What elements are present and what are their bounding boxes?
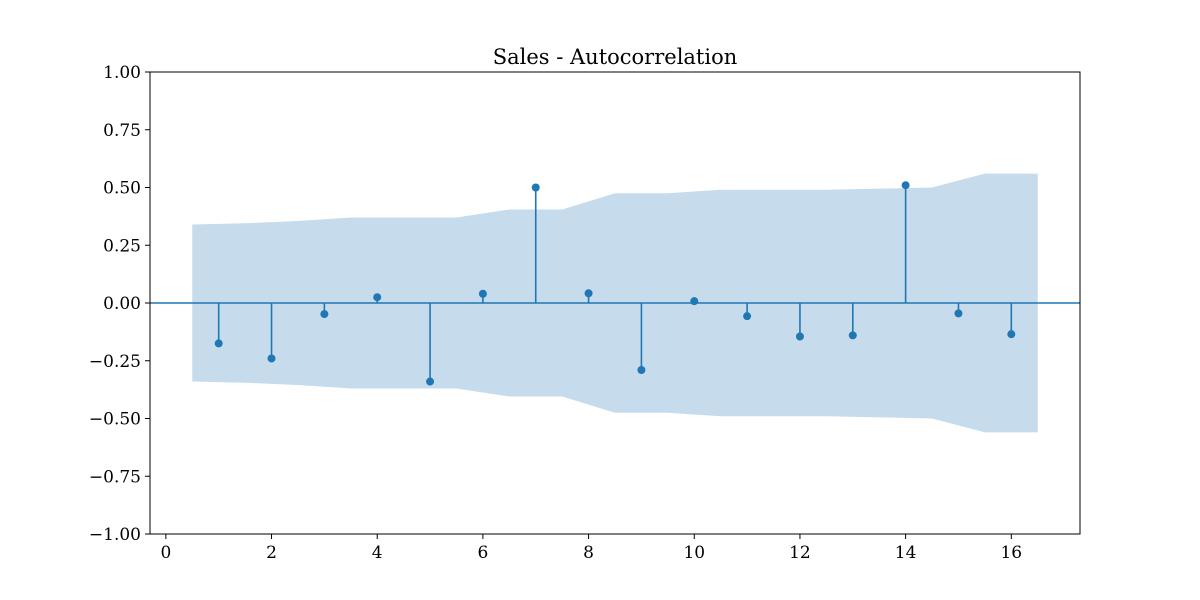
acf-point	[690, 297, 699, 306]
acf-point	[584, 289, 593, 298]
y-tick-label: 1.00	[103, 63, 141, 83]
acf-point	[1007, 330, 1016, 339]
y-tick-label: 0.50	[103, 179, 141, 199]
y-tick-label: 0.75	[103, 121, 141, 141]
y-tick-label: 0.25	[103, 236, 141, 256]
y-axis-ticks: 1.00 0.75 0.50 0.25 0.00 −0.25 −0.50 −0.75 −1.00	[89, 63, 150, 545]
y-tick-label: −0.50	[89, 410, 141, 430]
x-tick-label: 8	[583, 543, 594, 563]
acf-point	[478, 289, 487, 298]
y-tick-label: −0.25	[89, 352, 141, 372]
acf-point	[373, 293, 382, 302]
acf-point	[214, 339, 223, 348]
x-tick-label: 14	[895, 543, 917, 563]
acf-point	[743, 312, 752, 321]
stem-layer	[214, 181, 1016, 386]
acf-point	[795, 332, 804, 341]
acf-point	[267, 354, 276, 363]
y-tick-label: 0.00	[103, 294, 141, 314]
acf-point	[320, 310, 329, 319]
acf-point	[954, 309, 963, 318]
y-tick-label: −0.75	[89, 467, 141, 487]
y-tick-label: −1.00	[89, 525, 141, 545]
acf-point	[426, 377, 435, 386]
x-tick-label: 4	[372, 543, 383, 563]
acf-point	[637, 365, 646, 374]
x-tick-label: 16	[1000, 543, 1022, 563]
x-tick-label: 12	[789, 543, 811, 563]
chart-title: Sales - Autocorrelation	[493, 45, 738, 69]
acf-point	[901, 181, 910, 190]
x-axis-ticks: 0 2 4 6 8 10 12 14 16	[160, 534, 1022, 563]
acf-point	[848, 331, 857, 340]
x-tick-label: 0	[160, 543, 171, 563]
x-tick-label: 6	[477, 543, 488, 563]
x-tick-label: 10	[683, 543, 705, 563]
x-tick-label: 2	[266, 543, 277, 563]
acf-point	[531, 183, 540, 192]
